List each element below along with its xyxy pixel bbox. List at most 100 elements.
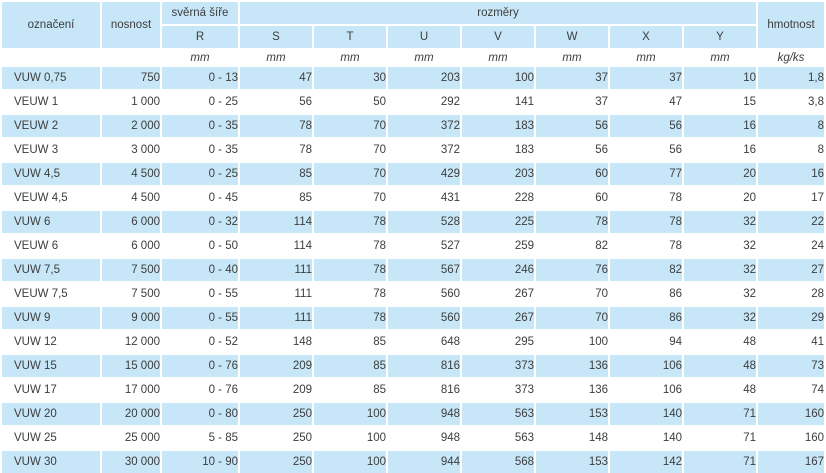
units-cell-mm: mm (636, 51, 656, 64)
table-cell: 4 500 (102, 163, 160, 185)
table-cell: 78 (373, 240, 386, 252)
header-row-groups: označení nosnost svěrná šíře rozměry hmo… (2, 2, 824, 48)
table-cell: 0 - 25 (162, 163, 238, 185)
table-cell: 48 (684, 355, 756, 377)
table-cell: 373 (462, 355, 534, 377)
table-cell: 76 (536, 259, 608, 281)
table-body: VUW 0,75 750 0 - 13 47 30 203 100 37 37 10 1,8 VEUW… (2, 67, 824, 473)
table-cell: 2 000 (102, 115, 160, 137)
table-cell: 20 000 (102, 403, 160, 425)
column-header-y: Y (684, 26, 756, 48)
table-cell: 70 (536, 307, 608, 329)
table-cell: 0 - 35 (162, 115, 238, 137)
table-cell: 372 (440, 144, 460, 156)
table-cell: 6 000 (102, 211, 160, 233)
table-cell: 9 000 (102, 307, 160, 329)
table-cell: 15 000 (102, 355, 160, 377)
units-cell-mm: mm (414, 51, 434, 64)
table-cell: 28 (811, 288, 824, 300)
column-header-s: S (240, 26, 312, 48)
table-cell: 71 (684, 403, 756, 425)
table-cell: 1,8 (758, 67, 824, 89)
column-header-v: V (462, 26, 534, 48)
table-row: VUW 4,5 4 500 0 - 25 85 70 429 203 60 77 20 16 (2, 163, 824, 185)
table-cell: 0 - 32 (162, 211, 238, 233)
table-cell: 948 (388, 403, 460, 425)
table-cell: 22 (758, 211, 824, 233)
table-cell: 267 (462, 307, 534, 329)
table-cell: 560 (440, 288, 460, 300)
table-cell: 429 (388, 163, 460, 185)
table-cell: 71 (743, 432, 756, 444)
table-cell: 100 (588, 336, 608, 348)
table-cell: 250 (240, 403, 312, 425)
table-cell: 48 (743, 384, 756, 396)
units-cell-empty (102, 50, 160, 65)
units-row: mm mm mm mm mm mm mm mm kg/ks (2, 50, 824, 65)
table-cell: 0 - 45 (208, 192, 238, 204)
table-row: VUW 0,75 750 0 - 13 47 30 203 100 37 37 10 1,8 (2, 67, 824, 89)
table-cell: 6 000 (131, 240, 160, 252)
table-cell: 94 (669, 336, 682, 348)
table-cell: 0 - 50 (208, 240, 238, 252)
units-cell-kg-ks: kg/ks (777, 51, 805, 64)
table-cell: 82 (595, 240, 608, 252)
table-cell: 111 (240, 307, 312, 329)
table-cell: 0 - 76 (162, 355, 238, 377)
header-row-dimensions: R S T U V W X Y (2, 26, 824, 48)
table-cell: 70 (373, 192, 386, 204)
table-cell: 431 (440, 192, 460, 204)
table-cell: 114 (240, 211, 312, 233)
table-cell: 85 (373, 336, 386, 348)
row-designation: VEUW 2 (2, 115, 100, 137)
table-cell: 816 (388, 355, 460, 377)
table-cell: 24 (811, 240, 824, 252)
table-cell: 203 (462, 163, 534, 185)
table-cell: 148 (588, 432, 608, 444)
table-row: VEUW 7,5 7 500 0 - 55 111 78 560 267 70 86 32 28 (2, 283, 824, 305)
table-cell: 78 (610, 211, 682, 233)
table-cell: 0 - 35 (208, 144, 238, 156)
table-cell: 140 (662, 432, 682, 444)
units-cell-mm: mm (340, 51, 360, 64)
table-cell: 0 - 80 (162, 403, 238, 425)
table-cell: 12 000 (124, 336, 160, 348)
table-cell: 78 (536, 211, 608, 233)
table-cell: 78 (314, 307, 386, 329)
table-cell: 106 (610, 355, 682, 377)
row-designation: VUW 0,75 (2, 67, 100, 89)
units-cell-mm: mm (266, 51, 286, 64)
table-cell: 141 (514, 96, 534, 108)
table-cell: 41 (811, 336, 824, 348)
table-row: VUW 12 12 000 0 - 52 148 85 648 295 100 94 48 41 (2, 331, 824, 353)
table-cell: 86 (610, 307, 682, 329)
row-designation: VUW 9 (2, 307, 100, 329)
table-cell: 563 (462, 403, 534, 425)
table-cell: 3,8 (808, 96, 824, 108)
table-cell: 74 (811, 384, 824, 396)
table-cell: 209 (240, 355, 312, 377)
table-cell: 203 (388, 67, 460, 89)
row-designation: VEUW 1 (14, 96, 59, 108)
row-designation: VUW 7,5 (2, 259, 100, 281)
table-cell: 136 (536, 355, 608, 377)
table-cell: 70 (314, 163, 386, 185)
table-cell: 0 - 40 (162, 259, 238, 281)
table-cell: 30 000 (102, 451, 160, 473)
table-cell: 70 (373, 144, 386, 156)
table-cell: 78 (240, 115, 312, 137)
table-cell: 183 (462, 115, 534, 137)
table-cell: 78 (314, 211, 386, 233)
table-cell: 0 - 55 (208, 288, 238, 300)
table-cell: 60 (536, 163, 608, 185)
table-cell: 32 (684, 211, 756, 233)
table-cell: 56 (610, 115, 682, 137)
table-cell: 50 (373, 96, 386, 108)
row-designation: VUW 6 (2, 211, 100, 233)
column-header-u: U (388, 26, 460, 48)
table-cell: 17 (811, 192, 824, 204)
